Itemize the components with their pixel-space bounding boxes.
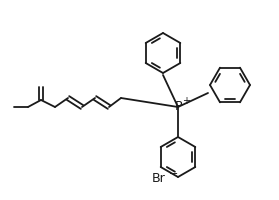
Text: P: P (174, 100, 182, 114)
Text: Br: Br (152, 171, 166, 184)
Text: +: + (182, 96, 190, 106)
Text: −: − (169, 169, 178, 179)
